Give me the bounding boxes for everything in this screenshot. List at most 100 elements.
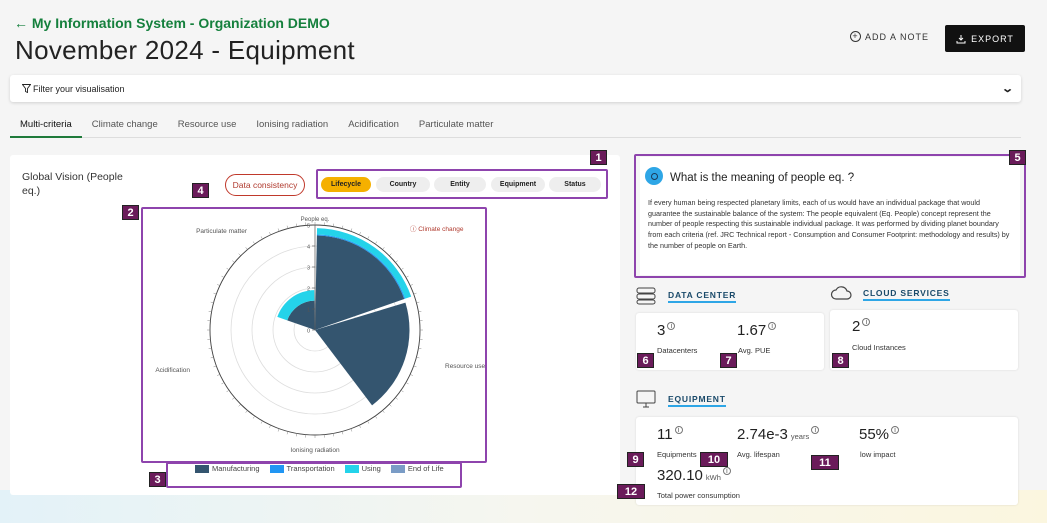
info-icon[interactable]: i	[862, 318, 871, 326]
ring-tick	[350, 228, 353, 232]
cloud-icon	[830, 286, 852, 300]
info-icon[interactable]: i	[722, 467, 731, 475]
ring-tick	[405, 275, 409, 278]
equipments-value: 11 i	[657, 426, 683, 443]
ring-tick	[269, 425, 271, 428]
ring-tick	[332, 223, 335, 227]
grouping-status[interactable]: Status	[549, 177, 601, 192]
ring-tick	[418, 310, 422, 313]
radial-tick-label: 3	[307, 266, 310, 272]
annotation-marker: 8	[832, 353, 849, 368]
annotation-marker: 6	[637, 353, 654, 368]
ring-tick	[367, 420, 370, 424]
radial-tick-label: 0	[307, 329, 310, 335]
legend-item[interactable]: Transportation	[269, 464, 335, 473]
chevron-down-icon[interactable]: ⌄	[1000, 83, 1014, 95]
download-icon	[956, 34, 966, 43]
ring-tick	[359, 425, 361, 428]
ring-tick	[410, 374, 413, 376]
power-unit: kWh	[705, 473, 721, 482]
ring-tick	[395, 397, 398, 400]
tab-ionising-radiation[interactable]: Ionising radiation	[256, 119, 329, 130]
ring-tick	[269, 232, 271, 235]
ring-tick	[221, 382, 225, 385]
bar-segment	[315, 302, 410, 406]
lifespan-label: Avg. lifespan	[737, 450, 780, 459]
category-label: ⓘ Climate change	[410, 225, 464, 233]
info-icon[interactable]: i	[768, 322, 777, 330]
radial-tick-label: 1	[307, 308, 310, 314]
cloud-services-heading: CLOUD SERVICES	[863, 288, 950, 301]
filter-bar[interactable]: Filter your visualisation ⌄	[10, 75, 1021, 102]
add-note-button[interactable]: + ADD A NOTE	[850, 31, 929, 42]
legend-swatch	[390, 464, 405, 473]
ring-tick	[410, 284, 413, 286]
info-icon[interactable]: i	[674, 426, 683, 434]
ring-tick	[413, 365, 417, 368]
tab-bar: Multi-criteria Climate change Resource u…	[10, 114, 1021, 138]
ring-tick	[295, 433, 298, 437]
ring-tick	[395, 260, 398, 263]
ring-tick	[260, 236, 263, 240]
ring-tick	[245, 410, 248, 413]
legend-swatch	[269, 464, 284, 473]
grouping-entity[interactable]: Entity	[434, 177, 486, 192]
annotation-marker: 3	[149, 472, 166, 487]
annotation-marker: 2	[122, 205, 139, 220]
export-button[interactable]: EXPORT	[945, 25, 1025, 52]
monitor-icon	[636, 390, 656, 408]
ring-tick	[418, 347, 422, 350]
ring-tick	[413, 292, 417, 295]
ring-tick	[208, 347, 212, 350]
ring-tick	[226, 267, 230, 270]
tab-particulate-matter[interactable]: Particulate matter	[418, 119, 494, 130]
annotation-marker: 7	[720, 353, 737, 368]
server-icon	[636, 287, 656, 305]
ring-tick	[375, 241, 378, 245]
ring-tick	[213, 365, 217, 368]
info-icon[interactable]: i	[811, 426, 820, 434]
grouping-country[interactable]: Country	[376, 177, 430, 192]
ring-tick	[359, 232, 361, 235]
legend-swatch	[195, 464, 209, 473]
info-card: What is the meaning of people eq. ? If e…	[640, 157, 1020, 275]
legend-item[interactable]: End of Life	[390, 464, 444, 473]
chart-legend: Manufacturing Transportation Using End o…	[195, 464, 444, 473]
info-icon[interactable]: i	[891, 426, 900, 434]
ring-tick	[252, 415, 255, 419]
ring-tick	[217, 374, 220, 376]
grouping-equipment[interactable]: Equipment	[491, 177, 545, 192]
category-label: Acidification	[155, 367, 190, 374]
tab-acidification[interactable]: Acidification	[348, 119, 399, 130]
annotation-marker: 11	[811, 455, 839, 470]
ring-tick	[350, 428, 353, 432]
datacenters-label: Datacenters	[657, 346, 698, 355]
tab-climate-change[interactable]: Climate change	[91, 119, 158, 130]
cloud-card	[830, 310, 1018, 370]
ring-tick	[375, 415, 378, 419]
cloud-instances-label: Cloud Instances	[852, 343, 906, 352]
back-link[interactable]: ← My Information System - Organization D…	[14, 15, 330, 31]
filter-icon	[22, 84, 31, 93]
grouping-lifecycle[interactable]: Lifecycle	[321, 177, 371, 192]
data-center-heading: DATA CENTER	[668, 290, 737, 303]
tab-resource-use[interactable]: Resource use	[177, 119, 237, 130]
ring-tick	[382, 247, 385, 250]
impact-value: 55% i	[859, 426, 900, 443]
legend-label: Using	[361, 464, 381, 473]
category-label: Ionising radiation	[290, 447, 340, 454]
page-title: November 2024 - Equipment	[15, 35, 355, 65]
tab-multi-criteria[interactable]: Multi-criteria	[10, 114, 82, 138]
data-consistency-button[interactable]: Data consistency	[225, 174, 305, 196]
bar-segment	[277, 290, 315, 321]
legend-item[interactable]: Manufacturing	[195, 464, 260, 473]
ring-tick	[367, 236, 370, 240]
ring-tick	[341, 431, 344, 435]
bar-segment	[315, 235, 405, 330]
ring-tick	[252, 241, 255, 245]
radial-axis-title: People eq.	[301, 217, 330, 223]
info-icon[interactable]: i	[667, 322, 676, 330]
legend-item[interactable]: Using	[344, 464, 381, 473]
info-text: If every human being respected planetary…	[648, 198, 1010, 250]
annotation-marker: 12	[617, 484, 645, 499]
